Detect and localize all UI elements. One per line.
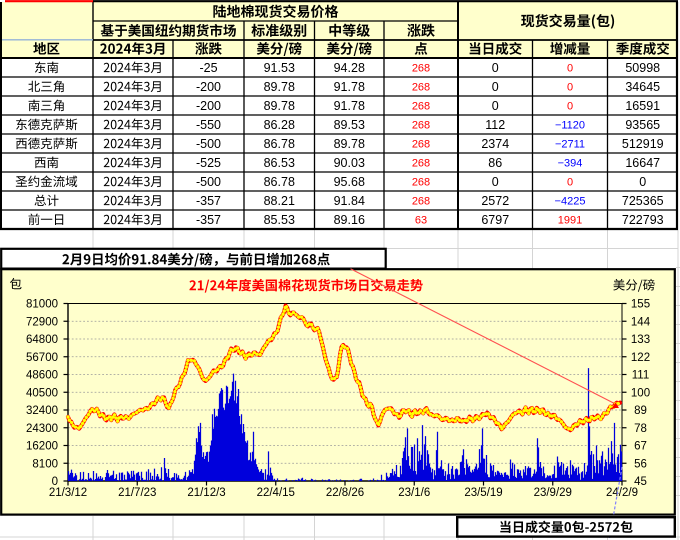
svg-text:86: 86 [488, 156, 502, 170]
svg-text:86.78: 86.78 [264, 137, 295, 151]
svg-text:−1120: −1120 [555, 120, 585, 132]
svg-text:-550: -550 [196, 118, 221, 132]
svg-text:89.78: 89.78 [334, 137, 365, 151]
svg-text:6797: 6797 [481, 213, 509, 227]
svg-text:16200: 16200 [26, 441, 58, 453]
svg-text:86.28: 86.28 [264, 118, 295, 132]
svg-text:−394: −394 [558, 158, 583, 170]
svg-text:34645: 34645 [625, 80, 660, 94]
svg-text:268: 268 [412, 196, 430, 208]
svg-text:-357: -357 [196, 213, 221, 227]
svg-text:-357: -357 [196, 194, 221, 208]
svg-text:-200: -200 [196, 99, 221, 113]
svg-text:81000: 81000 [26, 299, 58, 311]
svg-text:0: 0 [492, 175, 499, 189]
svg-text:89.78: 89.78 [264, 80, 295, 94]
svg-text:268: 268 [412, 63, 430, 75]
svg-text:94.28: 94.28 [334, 61, 365, 75]
svg-text:21/12/3: 21/12/3 [187, 487, 225, 499]
svg-text:-200: -200 [196, 80, 221, 94]
svg-text:50998: 50998 [625, 61, 660, 75]
svg-text:0: 0 [567, 63, 573, 75]
svg-text:0: 0 [567, 101, 573, 113]
svg-text:-500: -500 [196, 137, 221, 151]
svg-text:16647: 16647 [625, 156, 660, 170]
svg-text:268: 268 [412, 120, 430, 132]
svg-text:90.03: 90.03 [334, 156, 365, 170]
svg-text:91.84: 91.84 [334, 194, 365, 208]
svg-text:8100: 8100 [32, 458, 58, 470]
svg-text:24300: 24300 [26, 423, 58, 435]
svg-text:91.78: 91.78 [334, 80, 365, 94]
svg-text:0: 0 [567, 177, 573, 189]
svg-text:0: 0 [492, 99, 499, 113]
svg-text:22/8/26: 22/8/26 [326, 487, 364, 499]
svg-text:16591: 16591 [625, 99, 660, 113]
svg-text:268: 268 [412, 139, 430, 151]
svg-text:-525: -525 [196, 156, 221, 170]
svg-text:91.78: 91.78 [334, 99, 365, 113]
svg-text:-500: -500 [196, 175, 221, 189]
svg-text:2374: 2374 [481, 137, 509, 151]
svg-text:89: 89 [634, 405, 647, 417]
svg-text:32400: 32400 [26, 405, 58, 417]
svg-text:133: 133 [631, 334, 650, 346]
svg-text:95.68: 95.68 [334, 175, 365, 189]
svg-text:63: 63 [415, 215, 427, 227]
svg-text:93565: 93565 [625, 118, 660, 132]
svg-text:0: 0 [639, 175, 646, 189]
svg-text:0: 0 [492, 80, 499, 94]
svg-text:86.78: 86.78 [264, 175, 295, 189]
svg-text:268: 268 [412, 82, 430, 94]
svg-text:21/3/12: 21/3/12 [49, 487, 87, 499]
svg-text:56700: 56700 [26, 352, 58, 364]
svg-text:722793: 722793 [622, 213, 664, 227]
svg-text:88.21: 88.21 [264, 194, 295, 208]
svg-text:67: 67 [634, 441, 647, 453]
svg-text:0: 0 [492, 61, 499, 75]
svg-text:91.53: 91.53 [264, 61, 295, 75]
svg-text:122: 122 [631, 352, 650, 364]
svg-text:22/4/15: 22/4/15 [257, 487, 295, 499]
svg-text:78: 78 [634, 423, 647, 435]
svg-text:100: 100 [631, 387, 650, 399]
svg-text:155: 155 [631, 299, 650, 311]
svg-text:111: 111 [632, 370, 649, 382]
svg-text:268: 268 [412, 177, 430, 189]
svg-text:725365: 725365 [622, 194, 664, 208]
svg-text:72900: 72900 [26, 316, 58, 328]
svg-text:24/2/9: 24/2/9 [606, 487, 638, 499]
svg-text:−4225: −4225 [555, 196, 586, 208]
svg-text:85.53: 85.53 [264, 213, 295, 227]
svg-text:112: 112 [485, 118, 505, 132]
svg-text:-25: -25 [199, 61, 217, 75]
svg-text:89.78: 89.78 [264, 99, 295, 113]
svg-text:268: 268 [412, 158, 430, 170]
svg-text:23/1/6: 23/1/6 [398, 487, 430, 499]
svg-text:21/7/23: 21/7/23 [118, 487, 156, 499]
svg-text:89.16: 89.16 [334, 213, 365, 227]
svg-text:56: 56 [634, 458, 647, 470]
svg-text:1991: 1991 [558, 215, 582, 227]
svg-text:64800: 64800 [26, 334, 58, 346]
svg-text:23/9/29: 23/9/29 [534, 487, 572, 499]
svg-text:144: 144 [631, 316, 651, 328]
svg-text:0: 0 [52, 476, 58, 488]
svg-text:0: 0 [567, 82, 573, 94]
svg-text:512919: 512919 [622, 137, 664, 151]
svg-text:−2711: −2711 [555, 139, 585, 151]
svg-text:2572: 2572 [481, 194, 509, 208]
svg-text:23/5/19: 23/5/19 [464, 487, 502, 499]
svg-text:48600: 48600 [26, 370, 58, 382]
svg-text:40500: 40500 [26, 387, 58, 399]
svg-text:89.53: 89.53 [334, 118, 365, 132]
svg-text:86.53: 86.53 [264, 156, 295, 170]
svg-text:45: 45 [634, 476, 647, 488]
svg-text:268: 268 [412, 101, 430, 113]
